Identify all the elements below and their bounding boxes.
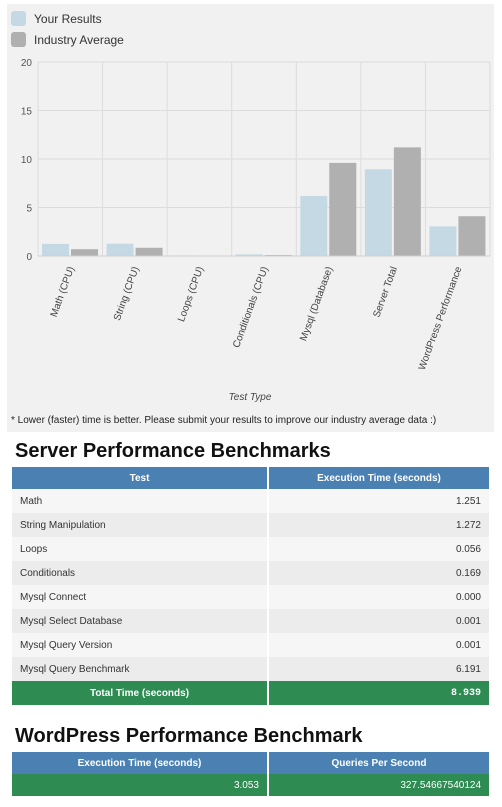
chart-legend: Your Results Industry Average (11, 8, 124, 50)
y-tick-label: 20 (21, 58, 33, 69)
bar-your-results (235, 254, 263, 256)
cell-test-name: Loops (12, 537, 269, 561)
y-tick-label: 10 (21, 155, 33, 166)
legend-label-your-results: Your Results (34, 11, 102, 26)
bar-your-results (429, 226, 457, 256)
x-tick-label: WordPress Performance (417, 265, 465, 372)
bar-industry-average (458, 216, 486, 256)
legend-label-industry-average: Industry Average (34, 32, 124, 47)
cell-test-name: Conditionals (12, 561, 269, 585)
chart-panel: Your Results Industry Average 0 5 10 15 20 Ma… (7, 4, 494, 432)
legend-item-industry-average[interactable]: Industry Average (11, 29, 124, 50)
bar-chart: 0 5 10 15 20 Math (CPU) String (CPU) Loops (CPU… (21, 58, 491, 403)
column-header-queries-per-second: Queries Per Second (269, 752, 489, 774)
bar-industry-average (329, 162, 357, 256)
column-header-execution-time: Execution Time (seconds) (12, 752, 269, 774)
table-row: Conditionals 0.169 (12, 561, 489, 585)
table-header-row: Test Execution Time (seconds) (12, 467, 489, 489)
bar-your-results (106, 243, 134, 256)
wordpress-benchmark-table: Execution Time (seconds) Queries Per Sec… (12, 752, 489, 796)
table-row: Mysql Connect 0.000 (12, 585, 489, 609)
x-tick-label: Conditionals (CPU) (231, 265, 271, 349)
legend-swatch-your-results (11, 11, 26, 26)
cell-execution-time: 1.272 (269, 513, 489, 537)
table-header-row: Execution Time (seconds) Queries Per Sec… (12, 752, 489, 774)
cell-execution-time: 0.001 (269, 633, 489, 657)
cell-execution-time: 0.000 (269, 585, 489, 609)
x-tick-label: Mysql (Database) (298, 265, 335, 342)
bar-your-results (300, 195, 328, 256)
cell-test-name: String Manipulation (12, 513, 269, 537)
bar-your-results (364, 169, 392, 256)
bar-industry-average (393, 147, 421, 256)
cell-execution-time: 0.056 (269, 537, 489, 561)
x-axis-title: Test Type (229, 392, 272, 403)
wordpress-execution-time-value: 3.053 (12, 774, 269, 796)
column-header-execution-time: Execution Time (seconds) (269, 467, 489, 489)
column-header-test: Test (12, 467, 269, 489)
y-tick-label: 0 (26, 252, 32, 263)
cell-test-name: Mysql Connect (12, 585, 269, 609)
bar-industry-average (135, 247, 163, 256)
cell-test-name: Math (12, 489, 269, 513)
table-row: Mysql Select Database 0.001 (12, 609, 489, 633)
cell-execution-time: 1.251 (269, 489, 489, 513)
x-tick-label: String (CPU) (112, 265, 142, 322)
bar-industry-average (71, 249, 98, 256)
total-label: Total Time (seconds) (12, 681, 269, 705)
x-tick-label: Server Total (371, 265, 400, 319)
cell-test-name: Mysql Query Version (12, 633, 269, 657)
table-row: Math 1.251 (12, 489, 489, 513)
cell-execution-time: 6.191 (269, 657, 489, 681)
x-tick-label: Loops (CPU) (176, 265, 206, 323)
cell-execution-time: 0.001 (269, 609, 489, 633)
bar-your-results (42, 243, 69, 256)
wordpress-benchmark-title: WordPress Performance Benchmark (15, 725, 363, 747)
server-benchmarks-table: Test Execution Time (seconds) Math 1.251 S… (12, 467, 489, 705)
total-value: 8.939 (269, 681, 489, 705)
table-row: Mysql Query Benchmark 6.191 (12, 657, 489, 681)
legend-swatch-industry-average (11, 32, 26, 47)
x-tick-label: Math (CPU) (49, 265, 77, 318)
table-row: 3.053 327.54667540124 (12, 774, 489, 796)
y-tick-label: 15 (21, 107, 33, 118)
total-row: Total Time (seconds) 8.939 (12, 681, 489, 705)
table-row: Loops 0.056 (12, 537, 489, 561)
cell-execution-time: 0.169 (269, 561, 489, 585)
y-tick-label: 5 (26, 204, 32, 215)
footnote: * Lower (faster) time is better. Please … (11, 415, 437, 426)
table-row: String Manipulation 1.272 (12, 513, 489, 537)
server-benchmarks-title: Server Performance Benchmarks (15, 440, 331, 462)
cell-test-name: Mysql Query Benchmark (12, 657, 269, 681)
wordpress-queries-per-second-value: 327.54667540124 (269, 774, 489, 796)
legend-item-your-results[interactable]: Your Results (11, 8, 124, 29)
table-row: Mysql Query Version 0.001 (12, 633, 489, 657)
cell-test-name: Mysql Select Database (12, 609, 269, 633)
